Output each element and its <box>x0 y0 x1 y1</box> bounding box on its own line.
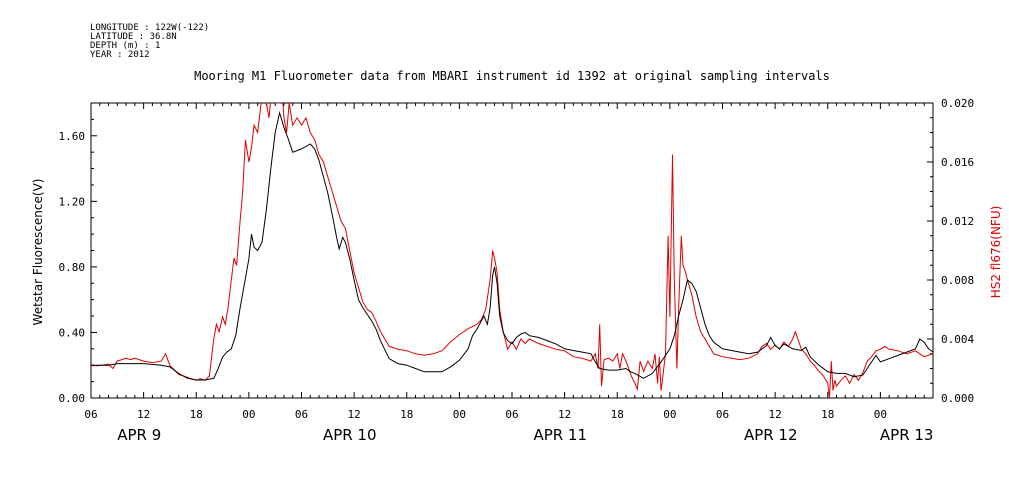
metadata-line: DEPTH (m) : 1 <box>90 41 160 51</box>
x-day-label: APR 10 <box>323 426 377 444</box>
x-tick-label: 12 <box>558 408 571 421</box>
x-tick-label: 12 <box>348 408 361 421</box>
y-tick-label-left: 1.20 <box>59 195 86 208</box>
axis-ticks: 06 12 18 00 06 12 18 00 06 12 18 00 06 12 18 00 APR 9 APR… <box>59 97 975 444</box>
data-series <box>91 103 933 398</box>
y-tick-label-right: 0.004 <box>941 333 974 346</box>
x-tick-label: 00 <box>874 408 887 421</box>
metadata-line: YEAR : 2012 <box>90 50 150 60</box>
y-axis-label-left: Wetstar Fluorescence(V) <box>31 179 45 326</box>
x-day-label: APR 13 <box>880 426 934 444</box>
series-line-hs2 <box>91 103 933 398</box>
x-day-label: APR 11 <box>533 426 587 444</box>
x-tick-label: 12 <box>769 408 782 421</box>
x-tick-label: 06 <box>716 408 729 421</box>
x-tick-label: 00 <box>453 408 466 421</box>
y-tick-label-left: 0.40 <box>59 326 86 339</box>
x-tick-label: 06 <box>295 408 308 421</box>
y-tick-label-left: 0.00 <box>59 392 86 405</box>
x-tick-label: 18 <box>611 408 624 421</box>
x-tick-label: 12 <box>137 408 150 421</box>
x-tick-label: 06 <box>505 408 518 421</box>
plot-frame <box>90 102 934 399</box>
x-tick-label: 00 <box>242 408 255 421</box>
x-tick-label: 18 <box>190 408 203 421</box>
y-tick-label-right: 0.000 <box>941 392 974 405</box>
y-axis-label-right: HS2 fl676(NFU) <box>989 206 1003 299</box>
series-line-wetstar <box>91 110 933 381</box>
x-tick-label: 18 <box>400 408 413 421</box>
chart-title: Mooring M1 Fluorometer data from MBARI i… <box>194 69 830 83</box>
metadata-line: LATITUDE : 36.8N <box>90 32 177 42</box>
y-tick-label-right: 0.016 <box>941 156 974 169</box>
y-tick-label-right: 0.012 <box>941 215 974 228</box>
x-tick-label: 00 <box>663 408 676 421</box>
metadata-line: LONGITUDE : 122W(-122) <box>90 23 209 33</box>
y-tick-label-left: 1.60 <box>59 130 86 143</box>
metadata-block: LONGITUDE : 122W(-122)LATITUDE : 36.8NDE… <box>90 23 209 60</box>
x-tick-label: 18 <box>821 408 834 421</box>
x-tick-label: 06 <box>84 408 97 421</box>
y-tick-label-right: 0.008 <box>941 274 974 287</box>
x-day-label: APR 12 <box>744 426 798 444</box>
y-tick-label-left: 0.80 <box>59 261 86 274</box>
axes-frame <box>90 102 934 399</box>
y-tick-label-right: 0.020 <box>941 97 974 110</box>
x-day-label: APR 9 <box>117 426 161 444</box>
